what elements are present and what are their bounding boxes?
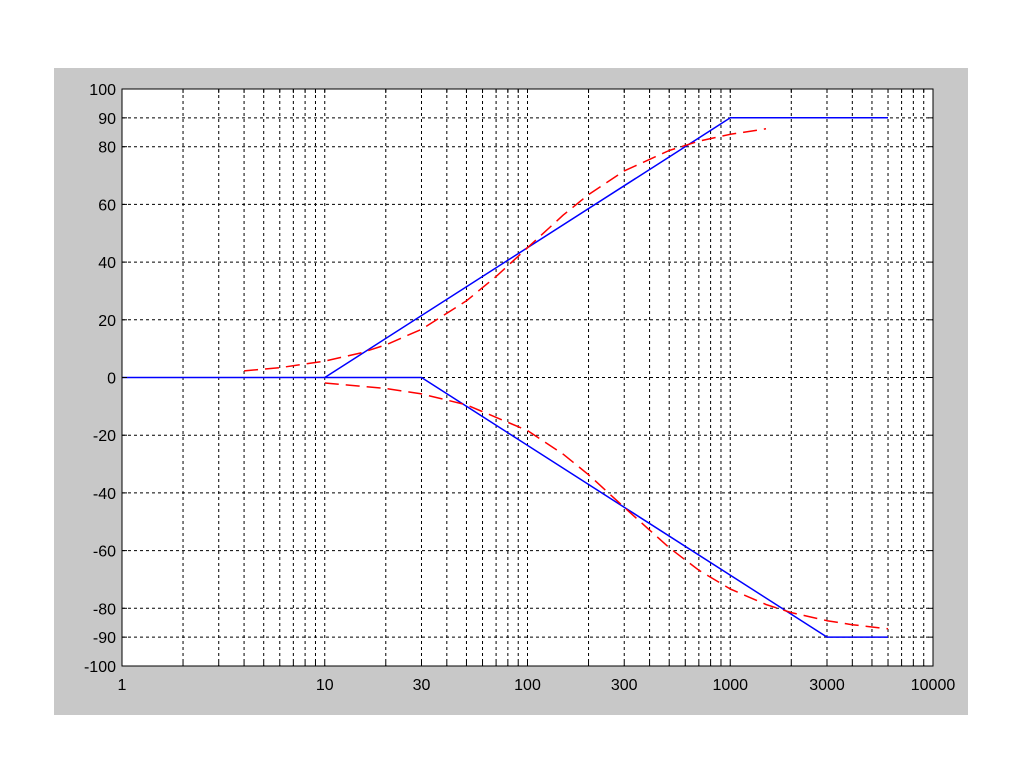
series-layer <box>122 117 889 638</box>
y-tick-label: -20 <box>93 428 116 445</box>
y-tick-label: 20 <box>98 313 116 330</box>
x-tick-label: 10 <box>316 677 334 694</box>
y-tick-label: -60 <box>93 544 116 561</box>
y-tick-label: 100 <box>89 82 116 99</box>
x-tick-label: 30 <box>413 677 431 694</box>
tick-layer <box>122 88 933 667</box>
y-tick-label: -80 <box>93 601 116 618</box>
x-tick-label: 1000 <box>712 677 748 694</box>
y-tick-label: -40 <box>93 486 116 503</box>
dashed-series-line-4 <box>324 382 889 630</box>
x-tick-label: 3000 <box>809 677 845 694</box>
y-tick-label: 0 <box>107 371 116 388</box>
y-tick-label: -90 <box>93 630 116 647</box>
dashed-series-line-3 <box>244 128 767 372</box>
y-tick-label: -100 <box>84 659 116 676</box>
x-tick-label: 10000 <box>911 677 956 694</box>
x-tick-label: 1 <box>118 677 127 694</box>
y-tick-label: 90 <box>98 111 116 128</box>
x-tick-label: 100 <box>514 677 541 694</box>
x-tick-label: 300 <box>611 677 638 694</box>
y-tick-label: 40 <box>98 255 116 272</box>
solid-series-line-2 <box>324 376 888 638</box>
y-tick-label: 60 <box>98 197 116 214</box>
y-tick-label: 80 <box>98 140 116 157</box>
